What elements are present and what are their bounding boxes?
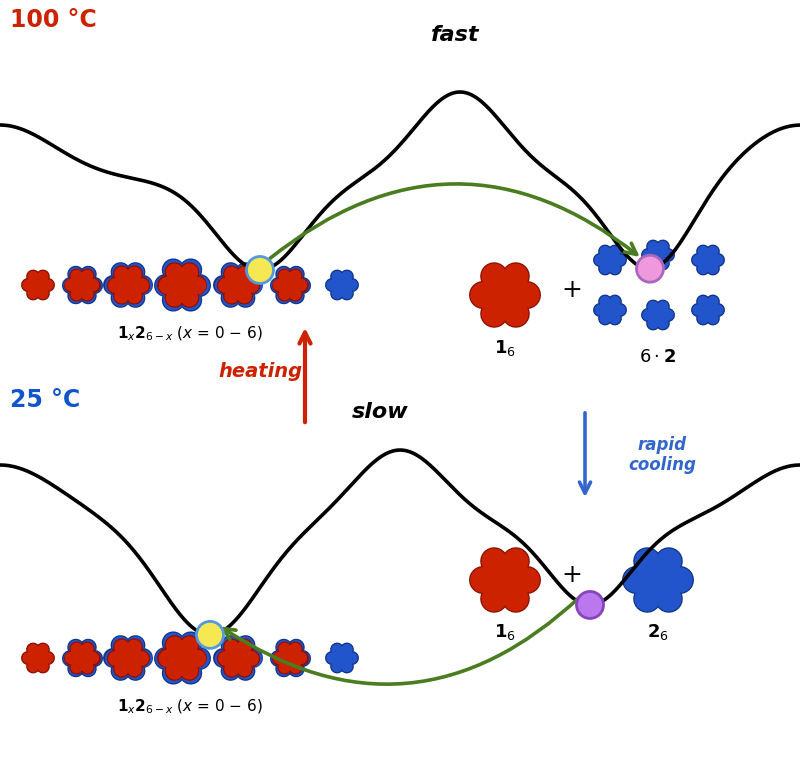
Circle shape xyxy=(702,254,714,267)
Circle shape xyxy=(230,276,246,294)
Text: $6\cdot\mathbf{2}$: $6\cdot\mathbf{2}$ xyxy=(639,348,677,366)
Circle shape xyxy=(229,648,247,668)
Circle shape xyxy=(74,278,90,292)
Circle shape xyxy=(651,309,665,321)
Circle shape xyxy=(120,650,136,666)
Circle shape xyxy=(645,566,671,594)
Text: rapid
cooling: rapid cooling xyxy=(628,435,696,474)
Circle shape xyxy=(31,278,45,292)
Text: 100 °C: 100 °C xyxy=(10,8,97,32)
Circle shape xyxy=(173,648,191,668)
Circle shape xyxy=(230,278,246,292)
Circle shape xyxy=(603,303,617,317)
Text: fast: fast xyxy=(430,25,479,45)
Circle shape xyxy=(492,567,518,593)
Circle shape xyxy=(75,651,89,665)
Circle shape xyxy=(335,278,349,292)
Circle shape xyxy=(230,277,246,293)
Circle shape xyxy=(336,652,348,664)
Circle shape xyxy=(75,278,89,292)
Circle shape xyxy=(173,275,191,294)
Circle shape xyxy=(121,651,135,665)
Circle shape xyxy=(646,567,670,593)
Circle shape xyxy=(284,278,296,291)
Circle shape xyxy=(702,254,714,266)
Circle shape xyxy=(230,649,246,667)
Circle shape xyxy=(283,651,297,665)
Text: $\mathbf{1}_6$: $\mathbf{1}_6$ xyxy=(494,622,516,642)
Circle shape xyxy=(637,255,663,282)
Circle shape xyxy=(119,649,137,667)
Circle shape xyxy=(246,257,274,283)
Circle shape xyxy=(32,652,44,664)
Text: +: + xyxy=(562,278,582,302)
Circle shape xyxy=(702,304,714,316)
Circle shape xyxy=(577,591,603,619)
Circle shape xyxy=(283,278,297,292)
Circle shape xyxy=(491,566,518,594)
Circle shape xyxy=(119,276,137,294)
Circle shape xyxy=(31,651,45,665)
Circle shape xyxy=(197,622,223,648)
FancyArrowPatch shape xyxy=(270,184,637,258)
FancyArrowPatch shape xyxy=(224,597,580,684)
Circle shape xyxy=(118,648,138,668)
Text: slow: slow xyxy=(352,402,408,422)
Text: +: + xyxy=(562,563,582,587)
Circle shape xyxy=(172,275,192,296)
Circle shape xyxy=(230,650,246,666)
Text: $\mathbf{1}_x\mathbf{2}_{6-x}$ ($x$ = 0 $-$ 6): $\mathbf{1}_x\mathbf{2}_{6-x}$ ($x$ = 0 … xyxy=(117,698,263,716)
Circle shape xyxy=(651,249,665,261)
Circle shape xyxy=(603,254,617,267)
Circle shape xyxy=(172,647,192,668)
Circle shape xyxy=(118,275,138,294)
Text: heating: heating xyxy=(218,363,302,381)
Circle shape xyxy=(174,649,190,667)
Circle shape xyxy=(74,651,90,665)
Circle shape xyxy=(652,250,664,261)
Circle shape xyxy=(492,282,518,308)
Circle shape xyxy=(604,304,616,316)
Text: 25 °C: 25 °C xyxy=(10,388,80,412)
Text: $\mathbf{1}_x\mathbf{2}_{6-x}$ ($x$ = 0 $-$ 6): $\mathbf{1}_x\mathbf{2}_{6-x}$ ($x$ = 0 … xyxy=(117,325,263,343)
Circle shape xyxy=(282,278,298,292)
Circle shape xyxy=(174,276,190,294)
Circle shape xyxy=(336,279,348,291)
Circle shape xyxy=(76,652,88,665)
Circle shape xyxy=(284,652,296,665)
Circle shape xyxy=(282,650,298,666)
Circle shape xyxy=(76,278,88,291)
Circle shape xyxy=(120,277,136,293)
Circle shape xyxy=(32,279,44,291)
Circle shape xyxy=(230,651,246,665)
Circle shape xyxy=(74,277,90,293)
Circle shape xyxy=(652,309,664,321)
Circle shape xyxy=(702,303,714,317)
Text: $\mathbf{1}_6$: $\mathbf{1}_6$ xyxy=(494,338,516,358)
Circle shape xyxy=(121,278,135,292)
Text: $\mathbf{2}_6$: $\mathbf{2}_6$ xyxy=(647,622,669,642)
Circle shape xyxy=(491,282,518,308)
Circle shape xyxy=(604,254,616,266)
Circle shape xyxy=(171,274,193,296)
Circle shape xyxy=(171,647,193,669)
Circle shape xyxy=(282,277,298,293)
Circle shape xyxy=(335,651,349,665)
Circle shape xyxy=(229,275,247,294)
Circle shape xyxy=(282,651,298,665)
Circle shape xyxy=(74,650,90,666)
